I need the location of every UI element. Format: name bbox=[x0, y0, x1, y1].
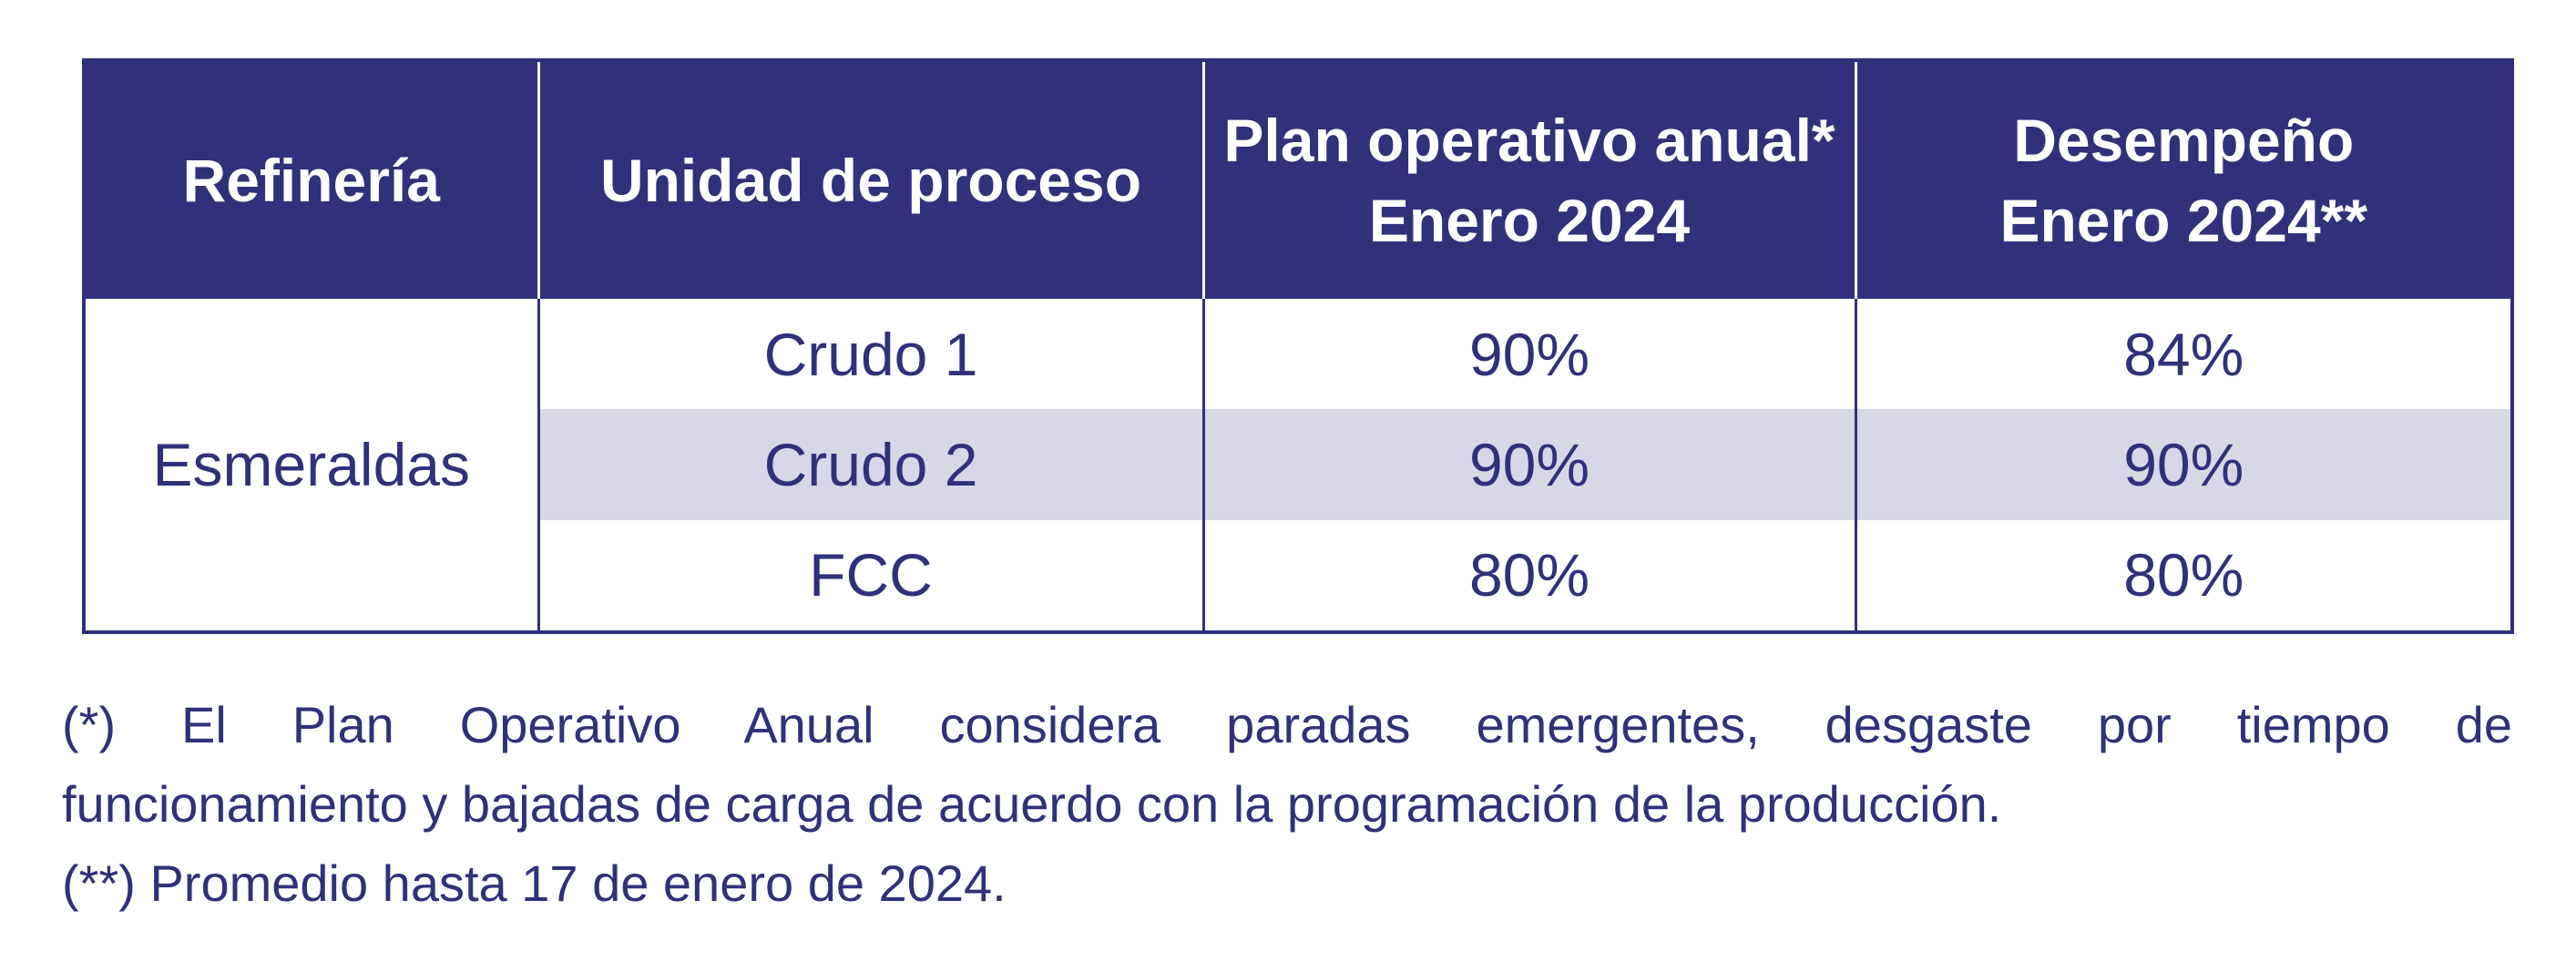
table-row: FCC 80% 80% bbox=[86, 519, 2510, 630]
footnote-2: (**) Promedio hasta 17 de enero de 2024. bbox=[62, 855, 1007, 912]
performance-cell: 90% bbox=[1854, 409, 2510, 520]
plan-cell: 90% bbox=[1201, 299, 1855, 410]
refinery-name-cell: Esmeraldas bbox=[86, 299, 538, 630]
refinery-performance-table: Refinería Unidad de proceso Plan operati… bbox=[86, 62, 2510, 630]
plan-cell: 80% bbox=[1201, 519, 1855, 630]
unit-cell: Crudo 1 bbox=[537, 299, 1203, 410]
table-row: Esmeraldas Crudo 1 90% 84% bbox=[86, 299, 2510, 630]
footnote-1-line-2: funcionamiento y bajadas de carga de acu… bbox=[62, 775, 2002, 833]
performance-table-container: Refinería Unidad de proceso Plan operati… bbox=[82, 58, 2514, 634]
unit-cell: Crudo 2 bbox=[537, 409, 1203, 520]
table-row: Crudo 2 90% 90% bbox=[86, 409, 2510, 520]
header-process-unit-label: Unidad de proceso bbox=[599, 147, 1142, 214]
header-performance-line2: Enero 2024** bbox=[1999, 187, 2368, 254]
header-refinery-label: Refinería bbox=[182, 147, 440, 214]
header-refinery: Refinería bbox=[86, 62, 538, 299]
header-performance: Desempeño Enero 2024** bbox=[1854, 62, 2510, 299]
header-process-unit: Unidad de proceso bbox=[537, 62, 1203, 299]
footnotes: (*) El Plan Operativo Anual considera pa… bbox=[62, 685, 2512, 923]
table-header-row: Refinería Unidad de proceso Plan operati… bbox=[86, 62, 2510, 299]
header-annual-plan-line1: Plan operativo anual* bbox=[1223, 107, 1835, 174]
performance-cell: 84% bbox=[1854, 299, 2510, 410]
header-performance-line1: Desempeño bbox=[2013, 107, 2355, 174]
performance-cell: 80% bbox=[1854, 519, 2510, 630]
header-annual-plan-line2: Enero 2024 bbox=[1368, 187, 1691, 254]
footnote-1-line-1: (*) El Plan Operativo Anual considera pa… bbox=[62, 696, 2512, 753]
plan-cell: 90% bbox=[1201, 409, 1855, 520]
header-annual-plan: Plan operativo anual* Enero 2024 bbox=[1201, 62, 1855, 299]
unit-cell: FCC bbox=[537, 519, 1203, 630]
